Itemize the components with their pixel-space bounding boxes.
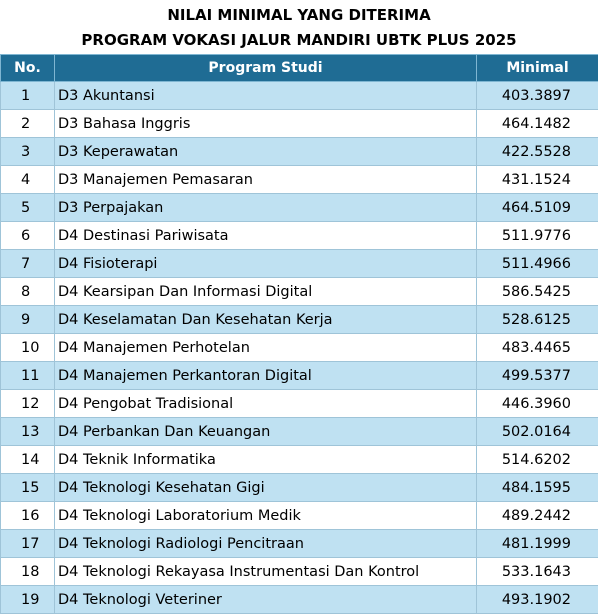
- program-name-cell: D4 Pengobat Tradisional: [55, 390, 477, 418]
- row-number-cell: 16: [1, 502, 55, 530]
- program-name-cell: D4 Keselamatan Dan Kesehatan Kerja: [55, 306, 477, 334]
- title-block: NILAI MINIMAL YANG DITERIMA PROGRAM VOKA…: [0, 0, 598, 54]
- page-title: NILAI MINIMAL YANG DITERIMA: [0, 6, 598, 24]
- row-number-cell: 13: [1, 418, 55, 446]
- program-name-cell: D3 Perpajakan: [55, 194, 477, 222]
- minimal-score-cell: 586.5425: [477, 278, 598, 306]
- row-number-cell: 5: [1, 194, 55, 222]
- row-number-cell: 6: [1, 222, 55, 250]
- minimal-score-cell: 481.1999: [477, 530, 598, 558]
- table-header-row: No. Program Studi Minimal: [1, 55, 598, 82]
- program-name-cell: D3 Akuntansi: [55, 82, 477, 110]
- program-name-cell: D4 Teknologi Veteriner: [55, 586, 477, 614]
- program-name-cell: D4 Teknologi Kesehatan Gigi: [55, 474, 477, 502]
- minimal-score-cell: 464.1482: [477, 110, 598, 138]
- minimal-score-cell: 483.4465: [477, 334, 598, 362]
- minimal-score-cell: 446.3960: [477, 390, 598, 418]
- program-name-cell: D4 Destinasi Pariwisata: [55, 222, 477, 250]
- program-name-cell: D4 Manajemen Perhotelan: [55, 334, 477, 362]
- program-name-cell: D3 Bahasa Inggris: [55, 110, 477, 138]
- program-name-cell: D4 Teknik Informatika: [55, 446, 477, 474]
- minimal-score-cell: 502.0164: [477, 418, 598, 446]
- row-number-cell: 17: [1, 530, 55, 558]
- minimal-score-cell: 403.3897: [477, 82, 598, 110]
- row-number-cell: 10: [1, 334, 55, 362]
- program-name-cell: D4 Kearsipan Dan Informasi Digital: [55, 278, 477, 306]
- row-number-cell: 9: [1, 306, 55, 334]
- program-name-cell: D4 Teknologi Radiologi Pencitraan: [55, 530, 477, 558]
- minimal-score-cell: 533.1643: [477, 558, 598, 586]
- row-number-cell: 2: [1, 110, 55, 138]
- row-number-cell: 3: [1, 138, 55, 166]
- minimal-score-cell: 431.1524: [477, 166, 598, 194]
- minimal-score-cell: 528.6125: [477, 306, 598, 334]
- program-name-cell: D4 Teknologi Laboratorium Medik: [55, 502, 477, 530]
- minimal-score-cell: 464.5109: [477, 194, 598, 222]
- row-number-cell: 1: [1, 82, 55, 110]
- row-number-cell: 15: [1, 474, 55, 502]
- page-subtitle: PROGRAM VOKASI JALUR MANDIRI UBTK PLUS 2…: [0, 31, 598, 49]
- header-program-studi: Program Studi: [55, 55, 477, 82]
- row-number-cell: 19: [1, 586, 55, 614]
- program-name-cell: D4 Manajemen Perkantoran Digital: [55, 362, 477, 390]
- minimal-score-cell: 511.9776: [477, 222, 598, 250]
- row-number-cell: 8: [1, 278, 55, 306]
- header-no: No.: [1, 55, 55, 82]
- minimal-score-cell: 511.4966: [477, 250, 598, 278]
- program-name-cell: D4 Teknologi Rekayasa Instrumentasi Dan …: [55, 558, 477, 586]
- program-name-cell: D3 Keperawatan: [55, 138, 477, 166]
- row-number-cell: 7: [1, 250, 55, 278]
- minimal-score-cell: 493.1902: [477, 586, 598, 614]
- minimal-score-cell: 489.2442: [477, 502, 598, 530]
- minimal-score-cell: 499.5377: [477, 362, 598, 390]
- row-number-cell: 11: [1, 362, 55, 390]
- program-name-cell: D4 Fisioterapi: [55, 250, 477, 278]
- minimal-score-cell: 514.6202: [477, 446, 598, 474]
- header-minimal: Minimal: [477, 55, 598, 82]
- program-name-cell: D3 Manajemen Pemasaran: [55, 166, 477, 194]
- row-number-cell: 14: [1, 446, 55, 474]
- program-name-cell: D4 Perbankan Dan Keuangan: [55, 418, 477, 446]
- row-number-cell: 4: [1, 166, 55, 194]
- row-number-cell: 12: [1, 390, 55, 418]
- row-number-cell: 18: [1, 558, 55, 586]
- minimal-score-cell: 484.1595: [477, 474, 598, 502]
- minimal-score-cell: 422.5528: [477, 138, 598, 166]
